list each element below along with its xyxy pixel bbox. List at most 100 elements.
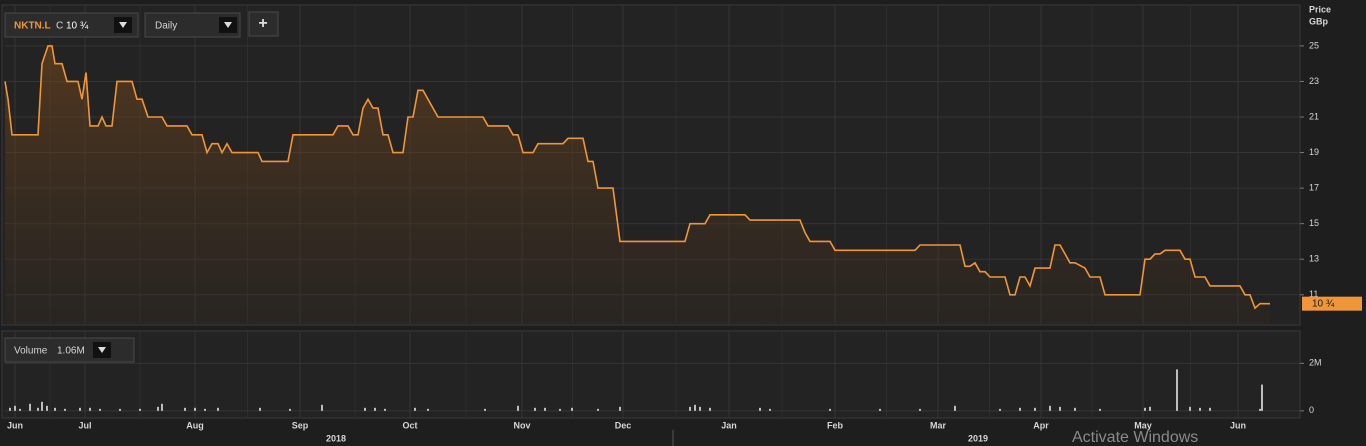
volume-bar <box>384 408 386 411</box>
x-tick-label: Apr <box>1033 420 1049 430</box>
volume-bar <box>769 408 771 411</box>
volume-bar <box>597 408 599 411</box>
volume-bar <box>534 407 536 411</box>
add-icon: + <box>258 15 267 32</box>
x-tick-label: Jun <box>7 420 23 430</box>
volume-bar <box>89 407 91 411</box>
price-type: C <box>56 21 63 32</box>
volume-box[interactable] <box>4 337 135 363</box>
y-tick-label: 15 <box>1309 218 1319 228</box>
x-tick-label: Nov <box>513 420 530 430</box>
x-tick-label: Jan <box>721 420 737 430</box>
volume-bar <box>559 408 561 411</box>
y-tick-label: 11 <box>1309 289 1318 299</box>
volume-bar <box>571 407 573 411</box>
volume-bar <box>709 407 711 411</box>
volume-bar <box>694 404 696 411</box>
volume-bar <box>54 407 56 411</box>
volume-bar <box>1149 406 1151 411</box>
volume-bar <box>619 406 621 411</box>
volume-bar <box>879 408 881 411</box>
y-tick-label: 13 <box>1309 254 1319 264</box>
x-tick-label: Jul <box>78 420 91 430</box>
volume-name: Volume <box>14 346 48 357</box>
volume-bar <box>1059 406 1061 411</box>
volume-bar <box>204 408 206 411</box>
volume-bar <box>41 401 43 411</box>
y-tick-label: 2M <box>1309 358 1322 368</box>
x-tick-label: Dec <box>615 420 632 430</box>
volume-bar <box>64 408 66 411</box>
add-button[interactable] <box>248 11 279 37</box>
dropdown-arrow <box>119 22 127 28</box>
y-tick-label: 19 <box>1309 147 1319 157</box>
y-axis-unit: GBp <box>1309 16 1329 26</box>
symbol: NKTN.L <box>14 21 51 32</box>
volume-bar <box>364 407 366 411</box>
volume-bar <box>289 408 291 411</box>
x-tick-label: Aug <box>186 420 204 430</box>
volume-bar <box>919 408 921 411</box>
x-tick-label: Feb <box>827 420 844 430</box>
dropdown-arrow <box>98 347 106 353</box>
price-area <box>5 45 1270 326</box>
volume-bar <box>1261 384 1263 411</box>
dropdown-arrow <box>224 22 232 28</box>
volume-bar <box>699 406 701 411</box>
volume-bar <box>46 405 48 411</box>
volume-bar <box>1019 407 1021 411</box>
y-tick-label: 17 <box>1309 182 1319 192</box>
symbol-price: 10 ¾ <box>66 21 89 32</box>
volume-bar <box>19 408 21 411</box>
volume-bar <box>14 405 16 411</box>
volume-bar <box>374 407 376 411</box>
volume-bar <box>1199 407 1201 411</box>
y-tick-label: 25 <box>1309 40 1319 50</box>
last-price-tag <box>1302 296 1362 311</box>
x-tick-label: Mar <box>930 420 947 430</box>
volume-bar <box>759 407 761 411</box>
volume-panel <box>1 330 1301 419</box>
volume-bar <box>484 408 486 411</box>
y-tick-label: 0 <box>1309 405 1314 415</box>
volume-bar <box>1074 407 1076 411</box>
volume-bar <box>1176 369 1178 411</box>
year-label: 2018 <box>326 433 346 443</box>
volume-bar <box>1259 408 1261 411</box>
price-line <box>4 45 1270 310</box>
volume-bar <box>321 404 323 411</box>
volume-bar <box>119 408 121 411</box>
volume-bar <box>1049 405 1051 411</box>
interval: Daily <box>155 21 177 32</box>
volume-bar <box>1099 408 1101 411</box>
last-price-label: 10 ¾ <box>1312 298 1335 309</box>
volume-bar <box>194 407 196 411</box>
volume-bar <box>954 405 956 411</box>
watermark: Activate Windows <box>1072 429 1198 446</box>
x-tick-label: Jun <box>1230 420 1246 430</box>
y-tick-label: 23 <box>1309 76 1319 86</box>
x-tick-label: Oct <box>402 420 417 430</box>
volume-bar <box>139 408 141 411</box>
volume-bar <box>1209 407 1211 411</box>
x-tick-label: Sep <box>292 420 309 430</box>
volume-bar <box>184 407 186 411</box>
volume-bar <box>689 406 691 411</box>
y-tick-label: 21 <box>1309 111 1319 121</box>
volume-bar <box>161 403 163 411</box>
volume-bar <box>427 408 429 411</box>
volume-bar <box>157 406 159 411</box>
volume-value: 1.06M <box>57 346 85 357</box>
volume-bar <box>9 407 11 411</box>
volume-bar <box>37 407 39 411</box>
volume-bar <box>99 408 101 411</box>
x-tick-label: May <box>1134 420 1152 430</box>
year-label: 2019 <box>968 433 988 443</box>
volume-bar <box>217 407 219 411</box>
volume-bar <box>414 407 416 411</box>
volume-bar <box>1034 407 1036 411</box>
volume-bar <box>1144 407 1146 411</box>
volume-bar <box>517 405 519 411</box>
volume-bar <box>29 403 31 411</box>
